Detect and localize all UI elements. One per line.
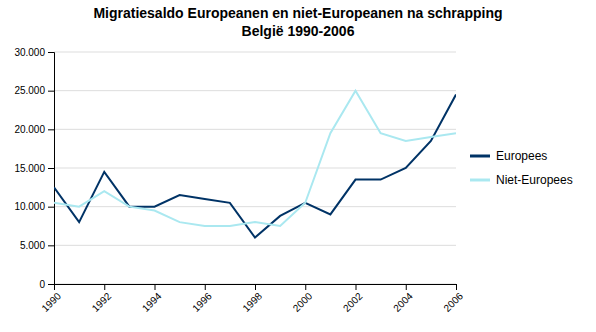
x-tick-label: 2000	[291, 290, 315, 314]
y-tick: 30.000	[14, 47, 54, 58]
x-tick-mark	[356, 284, 357, 290]
x-tick-mark	[205, 284, 206, 290]
x-tick: 2006	[441, 284, 465, 314]
legend-item: Niet-Europees	[470, 173, 573, 187]
x-tick: 2004	[391, 284, 415, 314]
y-tick-label: 25.000	[14, 85, 45, 96]
legend-label: Europees	[496, 149, 547, 163]
y-tick-label: 5.000	[20, 240, 45, 251]
y-tick: 10.000	[14, 201, 54, 212]
y-tick-label: 20.000	[14, 124, 45, 135]
x-tick-label: 1990	[39, 290, 63, 314]
y-tick: 15.000	[14, 163, 54, 174]
y-tick-mark	[48, 245, 54, 246]
legend-label: Niet-Europees	[496, 173, 573, 187]
y-tick: 20.000	[14, 124, 54, 135]
series-line	[54, 91, 456, 226]
x-tick-label: 1992	[90, 290, 114, 314]
y-tick-mark	[48, 168, 54, 169]
x-axis: 1990 1992 1994 1996 1998 2000 2002 2004 2006	[39, 284, 465, 314]
y-tick-mark	[48, 284, 54, 285]
x-tick-mark	[305, 284, 306, 290]
lines	[54, 91, 456, 238]
grid-line	[54, 206, 456, 207]
titles: Migratiesaldo Europeanen en niet-Europea…	[93, 5, 502, 39]
series-line	[54, 95, 456, 238]
grid-line	[54, 129, 456, 130]
x-tick-mark	[456, 284, 457, 290]
x-tick-label: 1996	[190, 290, 214, 314]
x-tick-mark	[104, 284, 105, 290]
x-tick: 1994	[140, 284, 164, 314]
y-tick-mark	[48, 91, 54, 92]
y-tick-label: 10.000	[14, 201, 45, 212]
title: Migratiesaldo Europeanen en niet-Europea…	[93, 5, 502, 21]
y-tick-mark	[48, 52, 54, 53]
x-tick-label: 2002	[341, 290, 365, 314]
x-tick: 1992	[90, 284, 114, 314]
legend-swatch	[470, 179, 490, 182]
grid-line	[54, 245, 456, 246]
x-tick-mark	[255, 284, 256, 290]
x-tick-mark	[406, 284, 407, 290]
y-tick: 5.000	[20, 240, 54, 251]
y-tick-label: 30.000	[14, 47, 45, 58]
grid-line	[54, 168, 456, 169]
x-tick-mark	[155, 284, 156, 290]
y-tick-mark	[48, 129, 54, 130]
legend-item: Europees	[470, 149, 547, 163]
x-tick: 1998	[240, 284, 264, 314]
x-tick-label: 1994	[140, 290, 164, 314]
x-tick-label: 2006	[441, 290, 465, 314]
legend-swatch	[470, 155, 490, 158]
y-axis: 0 5.000 10.000 15.000 20.000 25.000 30.000	[14, 47, 54, 290]
y-tick: 25.000	[14, 85, 54, 96]
x-tick: 1996	[190, 284, 214, 314]
y-tick-label: 0	[39, 279, 45, 290]
y-tick-mark	[48, 207, 54, 208]
grid-line	[54, 52, 456, 53]
legend: Europees Niet-Europees	[470, 149, 573, 187]
x-axis-line	[55, 285, 457, 291]
x-tick-label: 2004	[391, 290, 415, 314]
grid-line	[54, 90, 456, 91]
x-tick: 2000	[291, 284, 315, 314]
grid	[54, 52, 456, 284]
x-tick-label: 1998	[240, 290, 264, 314]
subtitle: België 1990-2006	[242, 23, 355, 39]
y-axis-line	[48, 53, 55, 285]
plot: 1990 1992 1994 1996 1998 2000 2002 2004 2006 0 5.0…	[14, 47, 465, 314]
y-tick-label: 15.000	[14, 163, 45, 174]
y-tick: 0	[39, 279, 54, 290]
x-tick: 2002	[341, 284, 365, 314]
